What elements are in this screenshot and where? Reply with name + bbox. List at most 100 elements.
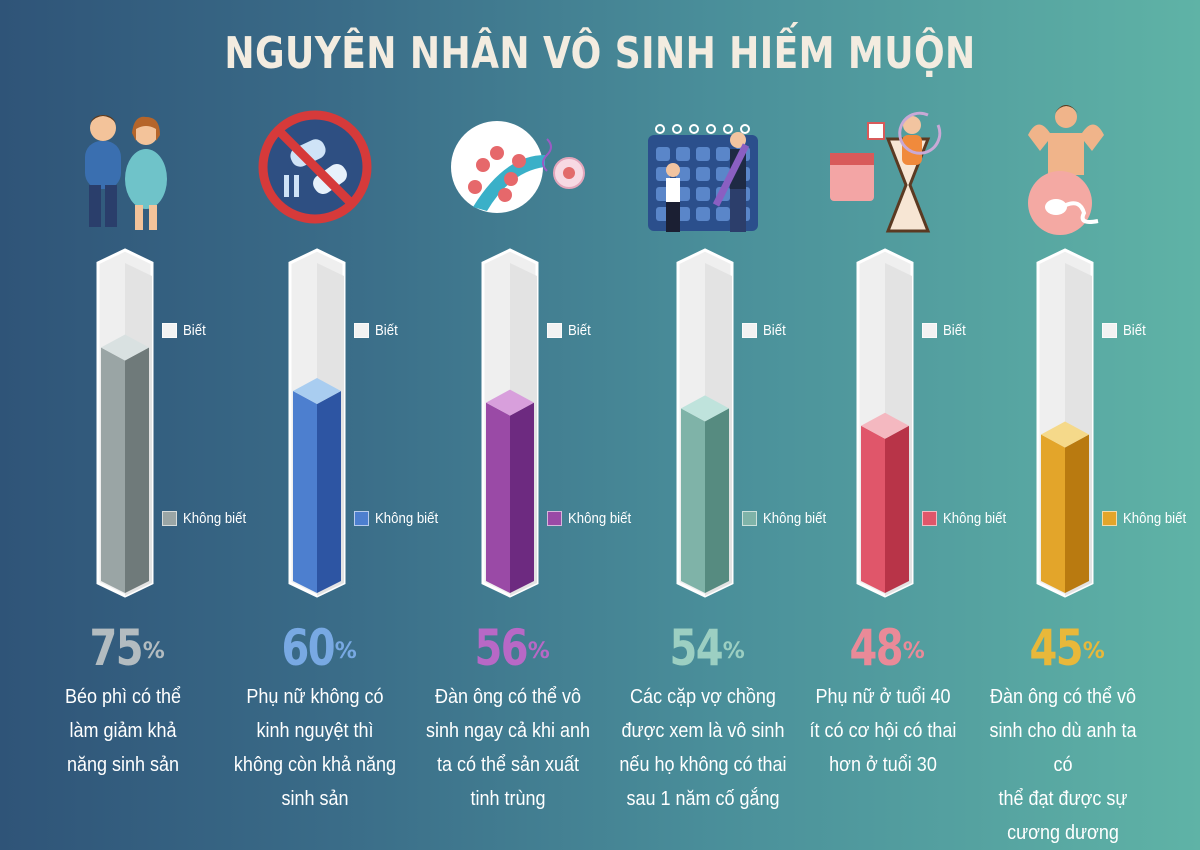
bar-fill-top: [861, 412, 909, 439]
chart-column: Biết Không biết 48% Phụ nữ ở tuổi 40 ít có c…: [788, 0, 1006, 817]
legend-label: Biết: [568, 322, 591, 339]
bar-fill-side: [705, 408, 729, 593]
percent-sign: %: [527, 639, 550, 664]
legend-know: Biết: [1102, 322, 1149, 339]
percent-number: 75: [89, 619, 144, 677]
category-description: Đàn ông có thể vô sinh cho dù anh ta có th…: [978, 680, 1149, 850]
legend-label: Không biết: [943, 510, 1007, 527]
chart-column: Biết Không biết 56% Đàn ông có thể vô sinh n…: [413, 0, 631, 817]
legend-know: Biết: [354, 322, 401, 339]
legend-label: Không biết: [763, 510, 827, 527]
description-line: Phụ nữ ở tuổi 40: [815, 686, 951, 708]
legend-swatch: [742, 511, 757, 526]
percent-value: 75%: [28, 618, 218, 678]
legend-swatch: [1102, 511, 1117, 526]
legend-swatch: [922, 323, 937, 338]
bar-fill-front: [293, 391, 317, 593]
description-line: làm giảm khả: [69, 720, 177, 742]
percent-sign: %: [334, 639, 357, 664]
legend-label: Biết: [1123, 322, 1146, 339]
legend-label: Biết: [763, 322, 786, 339]
legend-label: Biết: [375, 322, 398, 339]
legend-dont-know: Không biết: [162, 510, 255, 527]
obese-couple-icon: [85, 115, 167, 230]
bar-fill-front: [681, 408, 705, 593]
bar-fill-front: [1041, 434, 1065, 593]
legend-dont-know: Không biết: [547, 510, 640, 527]
legend-swatch: [922, 511, 937, 526]
legend-label: Không biết: [183, 510, 247, 527]
legend-know: Biết: [742, 322, 789, 339]
bar-fill-side: [125, 347, 149, 593]
legend-swatch: [1102, 323, 1117, 338]
legend-label: Biết: [943, 322, 966, 339]
bar-fill-side: [885, 425, 909, 593]
description-line: Béo phì có thể: [64, 686, 182, 708]
legend-know: Biết: [162, 322, 209, 339]
description-line: hơn ở tuổi 30: [829, 754, 937, 776]
description-line: Đàn ông có thể vô: [434, 686, 582, 708]
description-line: ta có thể sản xuất: [436, 754, 580, 776]
percent-number: 45: [1029, 619, 1084, 677]
tube-bar: [856, 248, 914, 598]
legend-know: Biết: [922, 322, 969, 339]
chart-column: Biết Không biết 60% Phụ nữ không có kinh ngu…: [220, 0, 438, 817]
legend-dont-know: Không biết: [922, 510, 1015, 527]
percent-number: 56: [474, 619, 529, 677]
category-description: Phụ nữ ở tuổi 40 ít có cơ hội có thai hơn …: [798, 680, 969, 782]
description-line: sinh sản: [281, 788, 349, 810]
tube-bar: [676, 248, 734, 598]
percent-value: 48%: [788, 618, 978, 678]
percent-sign: %: [1082, 639, 1105, 664]
legend-label: Không biết: [1123, 510, 1187, 527]
legend-dont-know: Không biết: [742, 510, 835, 527]
bar-fill-front: [486, 402, 510, 593]
legend-swatch: [354, 511, 369, 526]
percent-value: 54%: [608, 618, 798, 678]
description-line: Phụ nữ không có: [246, 686, 384, 708]
bar-fill-front: [861, 425, 885, 593]
description-line: tinh trùng: [470, 788, 546, 810]
legend-swatch: [162, 323, 177, 338]
description-line: ít có cơ hội có thai: [809, 720, 957, 742]
legend-label: Biết: [183, 322, 206, 339]
percent-value: 45%: [968, 618, 1158, 678]
muscular-man-sleeping-sperm-icon: [1028, 105, 1104, 235]
legend-swatch: [354, 323, 369, 338]
description-line: sau 1 năm cố gắng: [626, 788, 780, 810]
chart-column: Biết Không biết 45% Đàn ông có thể vô sinh c…: [968, 0, 1186, 844]
description-line: cương dương: [1007, 822, 1119, 844]
bar-fill-side: [1065, 434, 1089, 593]
percent-sign: %: [902, 639, 925, 664]
tube-bar: [481, 248, 539, 598]
legend-dont-know: Không biết: [354, 510, 447, 527]
description-line: sinh ngay cả khi anh: [425, 720, 591, 742]
percent-number: 48: [849, 619, 904, 677]
category-description: Phụ nữ không có kinh nguyệt thì không còn …: [230, 680, 401, 816]
legend-swatch: [162, 511, 177, 526]
description-line: nếu họ không có thai: [619, 754, 787, 776]
chart-column: Biết Không biết 75% Béo phì có thể làm giảm …: [28, 0, 246, 817]
bar-fill-side: [510, 402, 534, 593]
legend-label: Không biết: [375, 510, 439, 527]
description-line: thể đạt được sự: [998, 788, 1128, 810]
percent-sign: %: [142, 639, 165, 664]
legend-swatch: [547, 323, 562, 338]
percent-value: 60%: [220, 618, 410, 678]
description-line: kinh nguyệt thì: [256, 720, 374, 742]
legend-swatch: [742, 323, 757, 338]
no-menstrual-pads-icon: [258, 110, 372, 224]
bar-fill-front: [101, 347, 125, 593]
legend-label: Không biết: [568, 510, 632, 527]
bar-fill-top: [486, 389, 534, 416]
percent-value: 56%: [413, 618, 603, 678]
tube-bar: [1036, 248, 1094, 598]
chart-column: Biết Không biết 54% Các cặp vợ chồng được xe…: [608, 0, 826, 817]
category-description: Các cặp vợ chồng được xem là vô sinh nếu h…: [618, 680, 789, 816]
bar-fill-side: [317, 391, 341, 593]
description-line: được xem là vô sinh: [621, 720, 785, 742]
percent-number: 54: [669, 619, 724, 677]
description-line: Đàn ông có thể vô: [989, 686, 1137, 708]
category-description: Béo phì có thể làm giảm khả năng sinh sản: [38, 680, 209, 782]
bar-fill-top: [1041, 421, 1089, 448]
